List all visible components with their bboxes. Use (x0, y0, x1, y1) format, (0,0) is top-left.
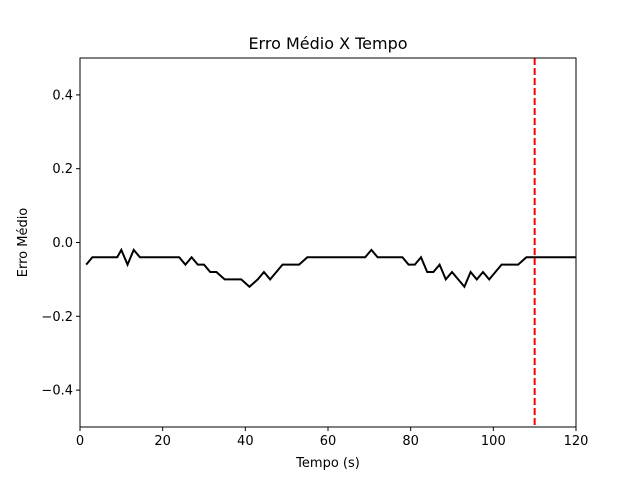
series-line-0 (85, 247, 576, 289)
y-tick-label: −0.2 (41, 310, 73, 325)
x-tick-label: 0 (76, 434, 84, 449)
y-tick-label: 0.2 (52, 162, 73, 177)
y-tick-label: 0.4 (52, 88, 73, 103)
plot-area (85, 58, 576, 427)
y-tick-label: 0.0 (52, 236, 73, 251)
x-tick-label: 100 (481, 434, 506, 449)
chart-title: Erro Médio X Tempo (248, 34, 407, 53)
y-axis-label: Erro Médio (16, 208, 31, 278)
x-tick-label: 20 (154, 434, 171, 449)
x-tick-label: 40 (237, 434, 254, 449)
y-tick-label: −0.4 (41, 384, 73, 399)
x-tick-label: 60 (320, 434, 337, 449)
axes-frame (79, 57, 577, 428)
x-axis-label: Tempo (s) (295, 456, 360, 471)
x-tick-label: 80 (402, 434, 419, 449)
x-axis-ticks: 0 20 40 60 80 100 120 (76, 427, 589, 449)
y-axis-ticks: −0.4 −0.2 0.0 0.2 0.4 (41, 88, 80, 399)
x-tick-label: 120 (564, 434, 589, 449)
